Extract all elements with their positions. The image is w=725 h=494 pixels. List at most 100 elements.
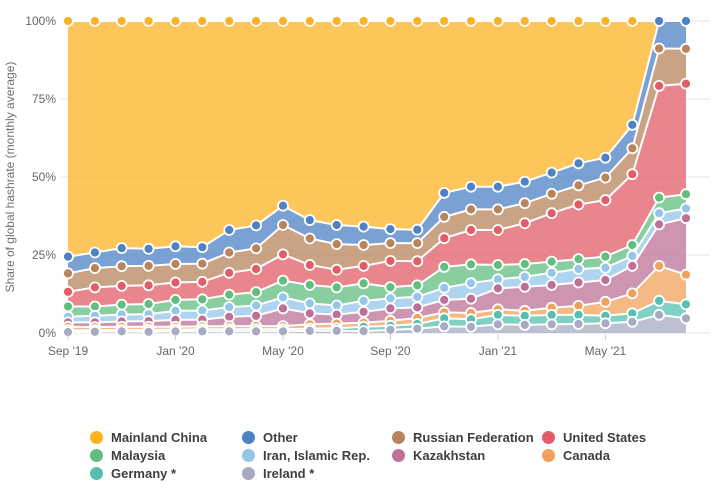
data-point-ireland-[interactable]: [572, 318, 585, 330]
data-point-ireland-[interactable]: [465, 320, 477, 333]
data-point-mainland-china[interactable]: [115, 15, 128, 27]
data-point-russian-federation[interactable]: [250, 242, 263, 255]
data-point-kazakhstan[interactable]: [626, 259, 639, 272]
data-point-malaysia[interactable]: [250, 286, 263, 299]
data-point-malaysia[interactable]: [599, 250, 612, 263]
data-point-malaysia[interactable]: [223, 288, 236, 301]
data-point-ireland-[interactable]: [545, 318, 558, 331]
data-point-malaysia[interactable]: [169, 293, 182, 306]
data-point-other[interactable]: [572, 157, 585, 170]
data-point-united-states[interactable]: [384, 254, 397, 267]
data-point-mainland-china[interactable]: [384, 15, 397, 27]
data-point-united-states[interactable]: [357, 259, 370, 272]
data-point-kazakhstan[interactable]: [545, 279, 558, 291]
data-point-united-states[interactable]: [465, 224, 477, 236]
data-point-united-states[interactable]: [89, 281, 101, 294]
data-point-mainland-china[interactable]: [277, 15, 289, 27]
data-point-malaysia[interactable]: [330, 281, 343, 294]
data-point-russian-federation[interactable]: [303, 232, 316, 245]
data-point-canada[interactable]: [653, 259, 665, 272]
data-point-other[interactable]: [357, 220, 370, 233]
data-point-mainland-china[interactable]: [518, 15, 531, 27]
data-point-malaysia[interactable]: [491, 259, 504, 271]
data-point-iran-islamic-rep-[interactable]: [250, 299, 263, 312]
data-point-kazakhstan[interactable]: [277, 302, 289, 315]
data-point-canada[interactable]: [626, 287, 639, 300]
data-point-united-states[interactable]: [599, 194, 612, 207]
data-point-russian-federation[interactable]: [89, 262, 101, 275]
data-point-ireland-[interactable]: [680, 312, 692, 325]
data-point-canada[interactable]: [599, 295, 612, 308]
data-point-ireland-[interactable]: [115, 325, 128, 338]
data-point-kazakhstan[interactable]: [411, 301, 424, 314]
data-point-mainland-china[interactable]: [599, 15, 612, 27]
data-point-united-states[interactable]: [277, 248, 289, 261]
data-point-iran-islamic-rep-[interactable]: [653, 207, 665, 220]
legend-item-iran-islamic-rep[interactable]: Iran, Islamic Rep.: [242, 446, 370, 464]
data-point-other[interactable]: [277, 199, 289, 212]
data-point-kazakhstan[interactable]: [518, 280, 531, 293]
data-point-iran-islamic-rep-[interactable]: [357, 294, 370, 307]
data-point-malaysia[interactable]: [196, 293, 209, 306]
data-point-russian-federation[interactable]: [62, 267, 74, 280]
data-point-mainland-china[interactable]: [169, 15, 182, 27]
data-point-russian-federation[interactable]: [680, 42, 692, 55]
data-point-ireland-[interactable]: [438, 320, 451, 333]
data-point-malaysia[interactable]: [277, 274, 289, 287]
data-point-iran-islamic-rep-[interactable]: [303, 297, 316, 310]
data-point-other[interactable]: [250, 219, 263, 232]
data-point-russian-federation[interactable]: [169, 258, 182, 270]
data-point-other[interactable]: [115, 242, 128, 255]
data-point-malaysia[interactable]: [680, 188, 692, 201]
data-point-ireland-[interactable]: [491, 318, 504, 331]
data-point-united-states[interactable]: [250, 263, 263, 275]
data-point-russian-federation[interactable]: [465, 203, 477, 216]
data-point-russian-federation[interactable]: [653, 42, 665, 55]
data-point-other[interactable]: [545, 166, 558, 179]
data-point-other[interactable]: [62, 250, 74, 263]
data-point-russian-federation[interactable]: [357, 239, 370, 251]
data-point-kazakhstan[interactable]: [465, 292, 477, 305]
data-point-germany-[interactable]: [653, 294, 665, 307]
data-point-ireland-[interactable]: [626, 315, 639, 328]
data-point-germany-[interactable]: [680, 298, 692, 311]
data-point-iran-islamic-rep-[interactable]: [680, 202, 692, 215]
data-point-ireland-[interactable]: [250, 325, 263, 338]
data-point-ireland-[interactable]: [357, 325, 370, 338]
data-point-other[interactable]: [653, 15, 665, 27]
data-point-ireland-[interactable]: [330, 324, 343, 337]
data-point-iran-islamic-rep-[interactable]: [411, 290, 424, 303]
data-point-iran-islamic-rep-[interactable]: [438, 281, 451, 294]
data-point-united-states[interactable]: [196, 275, 209, 288]
data-point-iran-islamic-rep-[interactable]: [465, 277, 477, 290]
data-point-ireland-[interactable]: [303, 324, 316, 337]
data-point-kazakhstan[interactable]: [303, 307, 316, 320]
data-point-mainland-china[interactable]: [438, 15, 451, 27]
data-point-russian-federation[interactable]: [384, 237, 397, 250]
data-point-united-states[interactable]: [169, 276, 182, 289]
data-point-russian-federation[interactable]: [223, 246, 236, 259]
data-point-other[interactable]: [626, 119, 639, 131]
data-point-united-states[interactable]: [411, 255, 424, 268]
data-point-kazakhstan[interactable]: [250, 309, 263, 322]
data-point-mainland-china[interactable]: [223, 15, 236, 27]
data-point-mainland-china[interactable]: [465, 15, 477, 27]
data-point-malaysia[interactable]: [545, 255, 558, 268]
data-point-united-states[interactable]: [115, 279, 128, 292]
data-point-malaysia[interactable]: [438, 260, 451, 273]
data-point-other[interactable]: [89, 246, 101, 259]
data-point-ireland-[interactable]: [653, 308, 665, 321]
data-point-russian-federation[interactable]: [142, 259, 155, 272]
data-point-mainland-china[interactable]: [357, 15, 370, 27]
data-point-other[interactable]: [438, 186, 451, 199]
data-point-russian-federation[interactable]: [599, 171, 612, 184]
data-point-malaysia[interactable]: [411, 279, 424, 292]
data-point-mainland-china[interactable]: [196, 15, 209, 27]
data-point-other[interactable]: [384, 223, 397, 236]
legend-item-canada[interactable]: Canada: [542, 446, 646, 464]
data-point-kazakhstan[interactable]: [357, 305, 370, 318]
data-point-russian-federation[interactable]: [438, 210, 451, 223]
data-point-united-states[interactable]: [680, 77, 692, 90]
data-point-other[interactable]: [196, 241, 209, 254]
data-point-other[interactable]: [465, 180, 477, 193]
